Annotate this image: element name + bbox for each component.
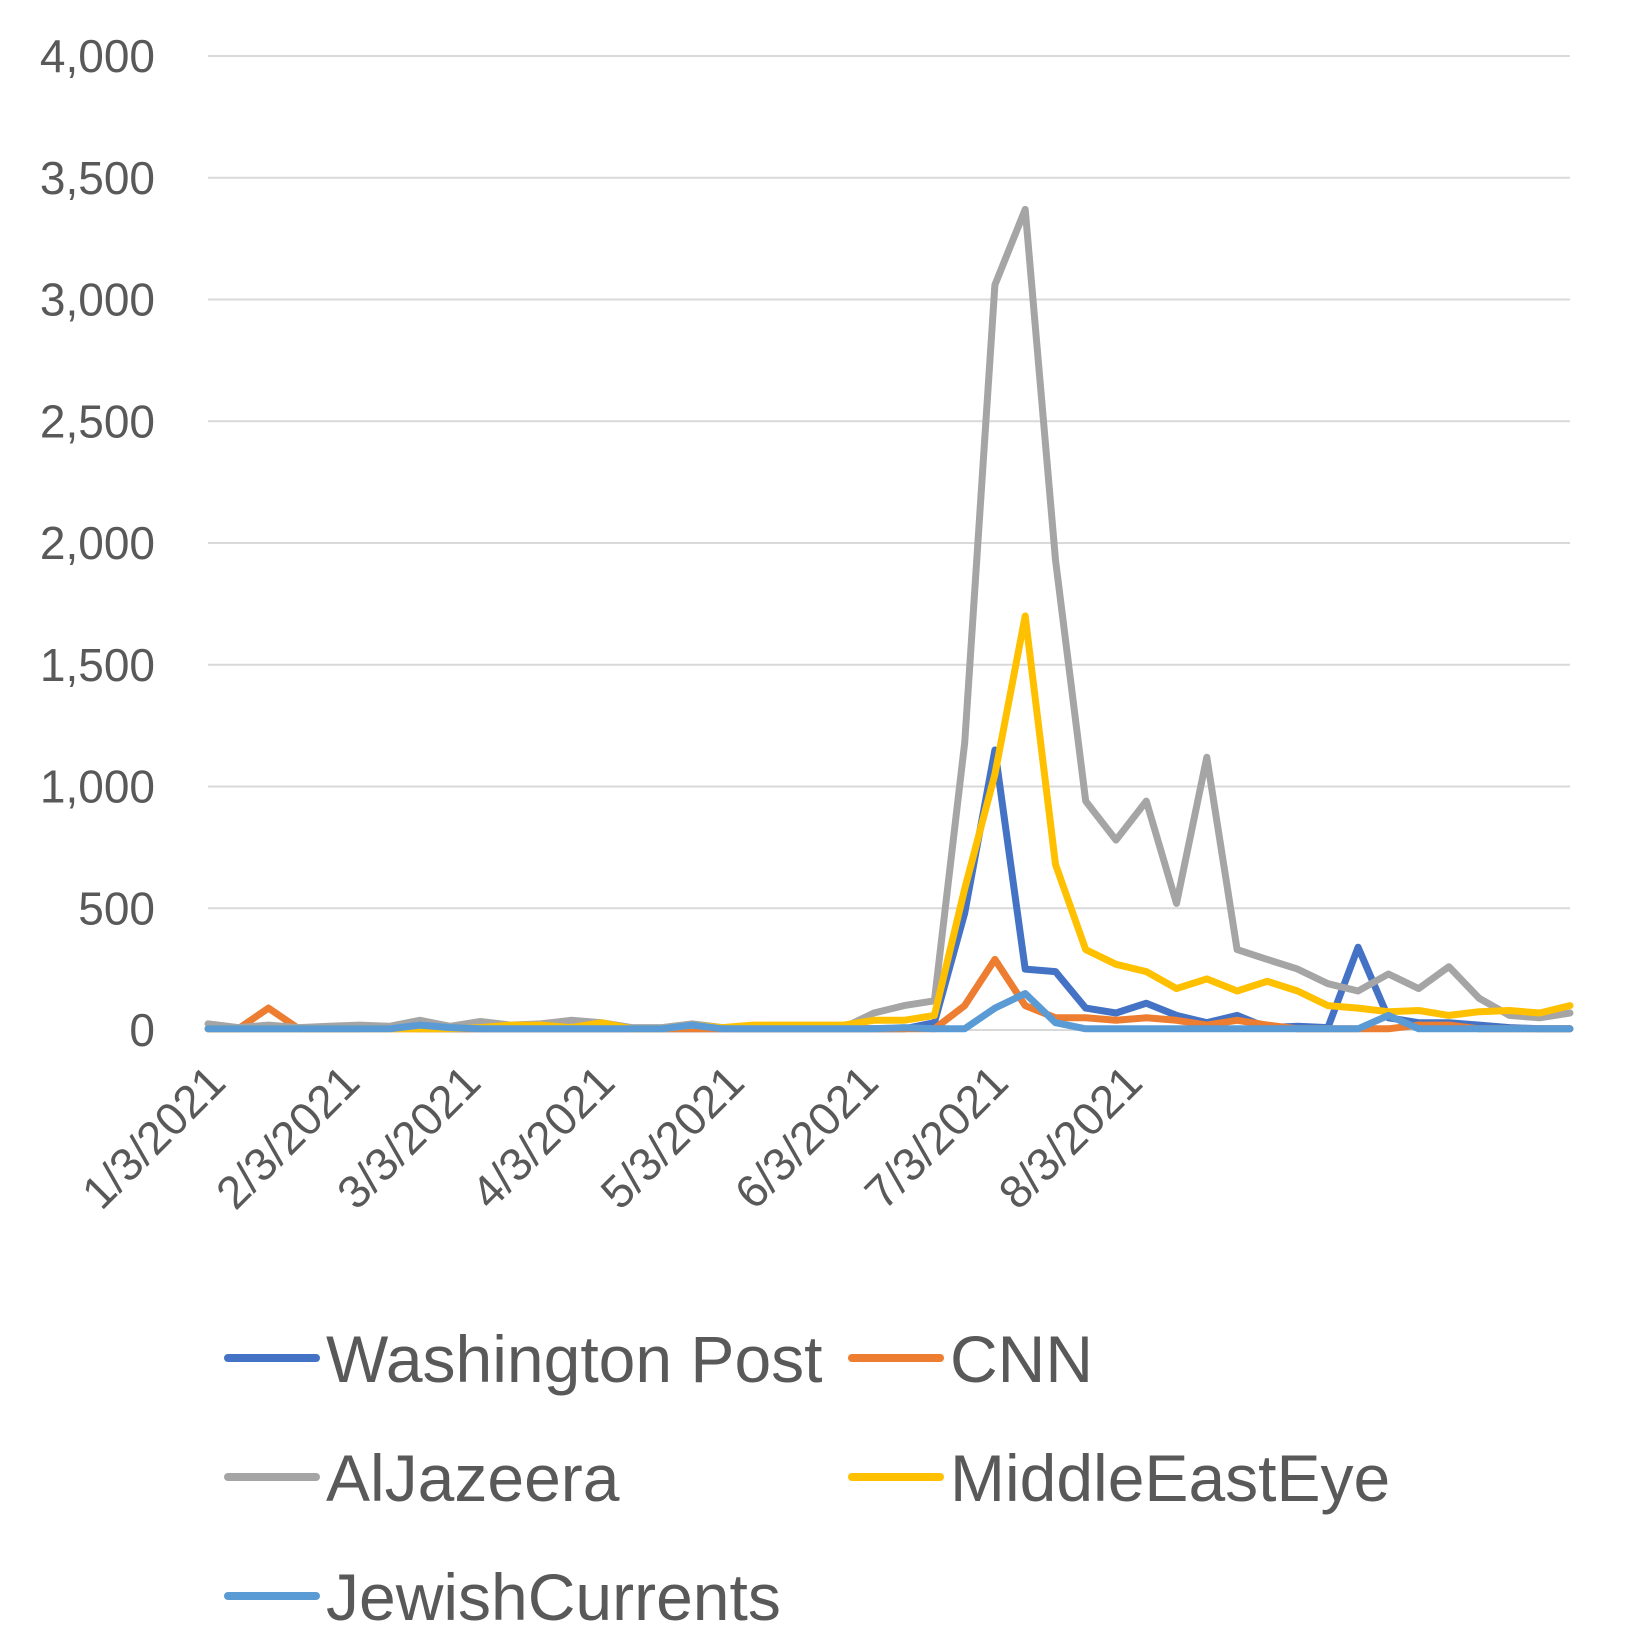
legend: Washington Post CNN AlJazeera MiddleEastEye… (224, 1322, 1390, 1634)
y-tick-label: 1,000 (40, 761, 155, 813)
x-axis-tick-labels: 1/3/20212/3/20213/3/20214/3/20215/3/2021… (72, 1055, 1152, 1218)
x-tick-label: 6/3/2021 (725, 1055, 888, 1218)
legend-item-washington-post: Washington Post (224, 1322, 822, 1396)
series-line-aljazeera (204, 205, 1574, 1032)
gridlines (208, 55, 1570, 1031)
legend-item-cnn: CNN (848, 1322, 1093, 1396)
x-tick-label: 8/3/2021 (988, 1055, 1151, 1218)
y-tick-label: 4,000 (40, 30, 155, 82)
y-tick-label: 3,500 (40, 152, 155, 204)
legend-label: Washington Post (326, 1322, 822, 1396)
x-tick-label: 1/3/2021 (72, 1055, 235, 1218)
series-line-jewishcurrents (204, 990, 1574, 1033)
y-tick-label: 1,500 (40, 639, 155, 691)
x-tick-label: 7/3/2021 (854, 1055, 1017, 1218)
y-tick-label: 2,000 (40, 517, 155, 569)
legend-label: JewishCurrents (326, 1560, 781, 1634)
series-lines (204, 205, 1574, 1033)
y-axis-tick-labels: 0 500 1,000 1,500 2,000 2,500 3,000 3,500 4,000 (40, 30, 155, 1056)
y-tick-label: 500 (78, 882, 155, 934)
y-tick-label: 2,500 (40, 395, 155, 447)
legend-item-middleeasteye: MiddleEastEye (848, 1441, 1390, 1515)
legend-item-aljazeera: AlJazeera (224, 1441, 620, 1515)
legend-label: AlJazeera (326, 1441, 620, 1515)
legend-label: CNN (950, 1322, 1093, 1396)
legend-label: MiddleEastEye (950, 1441, 1390, 1515)
legend-item-jewishcurrents: JewishCurrents (224, 1560, 781, 1634)
x-tick-label: 5/3/2021 (590, 1055, 753, 1218)
x-tick-label: 4/3/2021 (461, 1055, 624, 1218)
y-tick-label: 3,000 (40, 274, 155, 326)
y-tick-label: 0 (129, 1004, 155, 1056)
